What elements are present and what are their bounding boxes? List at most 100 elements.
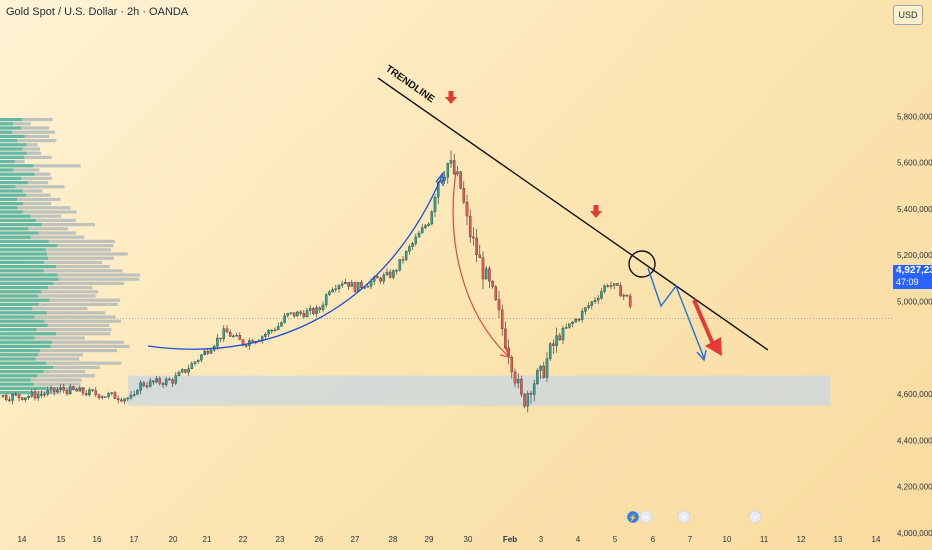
candle bbox=[462, 188, 466, 203]
x-axis-label: 26 bbox=[315, 535, 324, 544]
volume-profile-bar bbox=[0, 206, 71, 210]
candle bbox=[520, 379, 523, 395]
candle bbox=[164, 378, 168, 385]
trendline-test-circle bbox=[628, 250, 656, 278]
candle bbox=[312, 307, 315, 314]
candle bbox=[398, 259, 402, 271]
candle bbox=[292, 312, 296, 317]
x-axis-label: 14 bbox=[18, 535, 27, 544]
trendline bbox=[377, 77, 769, 351]
volume-profile-bar bbox=[0, 357, 36, 361]
candle bbox=[225, 328, 229, 333]
volume-profile-bar bbox=[0, 244, 58, 248]
candle bbox=[276, 325, 280, 330]
volume-profile-bar bbox=[0, 269, 44, 273]
volume-profile-bar bbox=[0, 361, 47, 365]
candle bbox=[484, 268, 488, 280]
volume-profile-bar bbox=[0, 130, 12, 134]
candle bbox=[555, 335, 558, 346]
candles bbox=[1, 150, 632, 413]
x-axis-label: 12 bbox=[797, 535, 806, 544]
candle bbox=[59, 387, 62, 391]
volume-profile-bar bbox=[0, 277, 59, 281]
bearish-arrow bbox=[692, 299, 715, 345]
volume-profile-bar bbox=[0, 223, 95, 227]
candle bbox=[81, 387, 85, 394]
candle bbox=[14, 394, 18, 396]
candle bbox=[78, 387, 82, 392]
candle bbox=[408, 246, 411, 252]
candle bbox=[318, 307, 322, 310]
volume-profile-bar bbox=[0, 130, 56, 134]
candle bbox=[46, 390, 50, 395]
candle bbox=[334, 288, 338, 291]
candle bbox=[414, 236, 418, 244]
candle bbox=[315, 307, 318, 314]
candle bbox=[526, 393, 530, 407]
x-axis-label: Feb bbox=[503, 535, 517, 544]
candle bbox=[280, 322, 283, 327]
volume-profile-bar bbox=[0, 239, 49, 243]
candle bbox=[110, 392, 114, 394]
volume-profile-bar bbox=[0, 344, 130, 348]
volume-profile-bar bbox=[0, 164, 34, 168]
volume-profile-bar bbox=[0, 214, 31, 218]
volume-profile-bar bbox=[0, 349, 40, 353]
candle bbox=[395, 270, 398, 272]
candle bbox=[539, 365, 542, 371]
candle bbox=[216, 337, 219, 347]
bar-countdown: 47:09 bbox=[896, 277, 919, 287]
candle bbox=[88, 389, 91, 396]
candle bbox=[494, 286, 498, 300]
volume-profile-bar bbox=[0, 298, 121, 302]
volume-profile-bar bbox=[0, 218, 36, 222]
us-flag-icon bbox=[677, 510, 691, 524]
volume-profile-bar bbox=[0, 319, 121, 323]
candle bbox=[299, 311, 302, 314]
volume-profile-bar bbox=[0, 336, 85, 340]
candle bbox=[468, 215, 472, 238]
volume-profile-bar bbox=[0, 202, 23, 206]
candle bbox=[180, 369, 184, 373]
volume-profile-bar bbox=[0, 328, 112, 332]
candle bbox=[232, 335, 235, 338]
x-axis-label: 16 bbox=[93, 535, 102, 544]
candle bbox=[260, 336, 264, 341]
candle bbox=[552, 343, 555, 346]
candle bbox=[8, 399, 11, 401]
x-axis-label: 4 bbox=[576, 535, 581, 544]
volume-profile-bar bbox=[0, 353, 38, 357]
candle bbox=[420, 227, 424, 234]
volume-profile-bar bbox=[0, 118, 23, 122]
candle bbox=[17, 394, 21, 398]
volume-profile-bar bbox=[0, 332, 57, 336]
candle bbox=[417, 232, 421, 238]
candle bbox=[427, 223, 430, 226]
candle bbox=[443, 177, 446, 181]
volume-profile-bar bbox=[0, 378, 31, 382]
candle bbox=[488, 268, 491, 282]
candle bbox=[385, 271, 389, 276]
volume-profile-bar bbox=[0, 374, 95, 378]
volume-profile-bar bbox=[0, 185, 16, 189]
candle bbox=[510, 357, 514, 373]
volume-profile-bar bbox=[0, 239, 115, 243]
peak-arrow-marker bbox=[445, 97, 457, 104]
currency-button[interactable]: USD bbox=[893, 5, 923, 25]
candle bbox=[75, 389, 78, 392]
x-axis-label: 21 bbox=[203, 535, 212, 544]
candle bbox=[616, 283, 619, 286]
candle bbox=[56, 389, 59, 392]
candle bbox=[267, 330, 270, 335]
candle bbox=[564, 327, 568, 329]
candle bbox=[84, 393, 88, 396]
volume-profile-bar bbox=[0, 122, 31, 126]
volume-profile-bar bbox=[0, 290, 99, 294]
candle bbox=[411, 243, 414, 247]
candle bbox=[529, 393, 533, 395]
last-price-value: 4,927,230 bbox=[896, 265, 932, 276]
volume-profile-bar bbox=[0, 336, 35, 340]
volume-profile-bar bbox=[0, 340, 124, 344]
